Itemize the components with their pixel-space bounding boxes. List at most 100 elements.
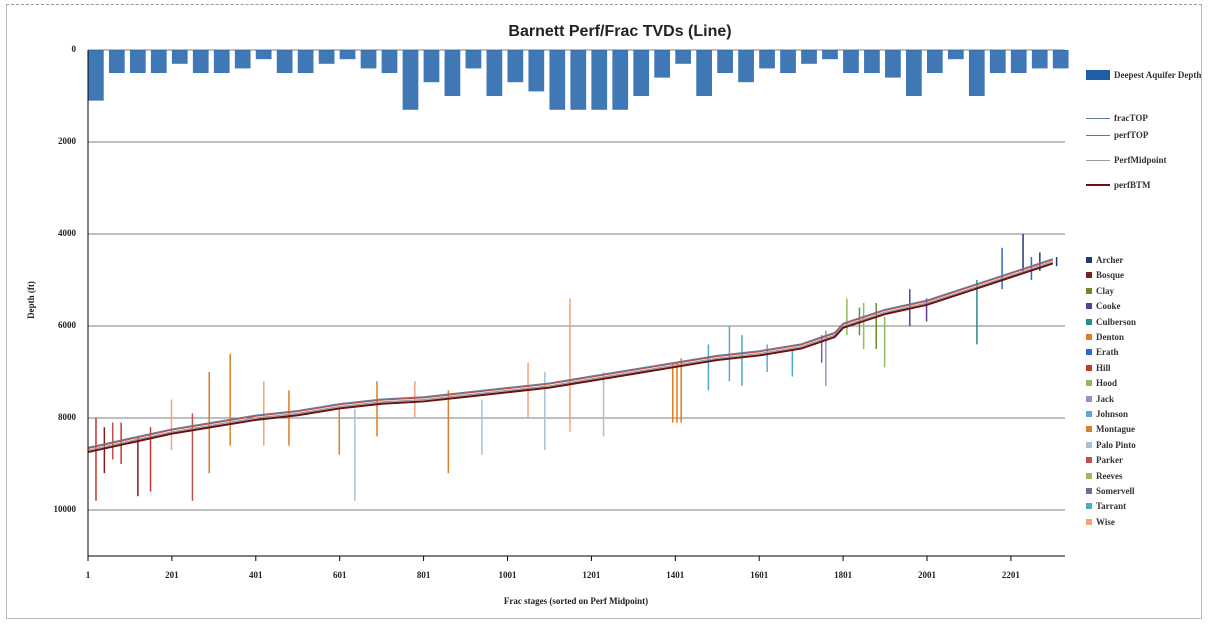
legend-label: Deepest Aquifer Depth	[1114, 70, 1202, 80]
legend-label: perfBTM	[1114, 180, 1151, 190]
aquifer-bar	[192, 50, 209, 73]
aquifer-bar	[171, 50, 188, 64]
legend-item: perfBTM	[1086, 180, 1204, 190]
legend-item: Wise	[1086, 517, 1204, 527]
aquifer-bar	[129, 50, 146, 73]
legend-label: Wise	[1096, 516, 1115, 527]
aquifer-bar	[968, 50, 985, 96]
legend-swatch	[1086, 303, 1092, 310]
legend-swatch	[1086, 503, 1092, 510]
aquifer-bar	[675, 50, 692, 64]
legend-swatch	[1086, 380, 1092, 387]
x-tick-label: 201	[165, 570, 179, 580]
legend-item: Hill	[1086, 363, 1204, 373]
aquifer-bar	[528, 50, 545, 92]
aquifer-bar	[801, 50, 817, 64]
aquifer-bar	[507, 50, 524, 83]
legend-item: Bosque	[1086, 270, 1204, 280]
y-tick-label: 4000	[58, 228, 77, 238]
x-tick-label: 2001	[918, 570, 937, 580]
legend-swatch	[1086, 395, 1092, 402]
legend-swatch	[1086, 518, 1092, 525]
x-tick-label: 1201	[582, 570, 601, 580]
legend-item: fracTOP	[1086, 113, 1204, 123]
x-tick-label: 601	[333, 570, 347, 580]
x-axis-label: Frac stages (sorted on Perf Midpoint)	[504, 596, 648, 606]
aquifer-bar	[381, 50, 398, 73]
legend-swatch	[1086, 318, 1092, 325]
x-tick-label: 1601	[750, 570, 769, 580]
aquifer-bar	[255, 50, 272, 60]
legend-swatch	[1086, 364, 1092, 371]
legend-label: Jack	[1096, 393, 1114, 404]
legend-swatch	[1086, 457, 1092, 464]
legend-label: perfTOP	[1114, 130, 1149, 140]
aquifer-bar	[654, 50, 671, 78]
legend-swatch	[1086, 257, 1092, 263]
legend-item: Johnson	[1086, 409, 1204, 419]
legend-item: Clay	[1086, 286, 1204, 296]
x-tick-label: 2201	[1002, 570, 1021, 580]
legend-label: Montague	[1096, 424, 1135, 435]
legend-swatch	[1086, 488, 1092, 494]
x-tick-label: 801	[417, 570, 431, 580]
y-tick-label: 10000	[54, 504, 77, 514]
aquifer-bar	[885, 50, 901, 78]
legend-item: Hood	[1086, 378, 1204, 388]
legend-swatch	[1086, 287, 1092, 294]
legend-item: Archer	[1086, 255, 1204, 265]
legend-label: Johnson	[1096, 409, 1129, 419]
x-tick-label: 1	[86, 570, 91, 580]
aquifer-bar	[633, 50, 650, 96]
legend-label: Archer	[1096, 255, 1124, 265]
legend-item: Cooke	[1086, 301, 1204, 311]
legend-swatch	[1086, 134, 1110, 136]
legend-item: Palo Pinto	[1086, 440, 1204, 450]
legend-label: Cooke	[1096, 301, 1121, 312]
legend-item: Culberson	[1086, 317, 1204, 327]
legend-item: Tarrant	[1086, 501, 1204, 511]
aquifer-bar	[926, 50, 943, 73]
aquifer-bar	[213, 50, 230, 73]
legend-swatch	[1086, 70, 1110, 80]
legend-swatch	[1086, 334, 1092, 340]
aquifer-bar	[444, 50, 461, 96]
y-tick-label: 8000	[58, 412, 77, 422]
aquifer-bar	[989, 50, 1006, 73]
aquifer-bar	[1010, 50, 1027, 73]
aquifer-bar	[612, 50, 629, 110]
legend-label: PerfMidpoint	[1114, 155, 1167, 165]
aquifer-bar	[339, 50, 356, 60]
aquifer-bar	[570, 50, 587, 110]
legend-label: Erath	[1096, 347, 1119, 358]
series-line	[87, 261, 1054, 451]
legend-swatch	[1086, 349, 1092, 356]
aquifer-bar	[234, 50, 251, 69]
aquifer-bar	[402, 50, 419, 110]
y-tick-label: 2000	[58, 136, 77, 146]
x-tick-label: 1401	[666, 570, 685, 580]
legend-item: Jack	[1086, 394, 1204, 404]
aquifer-bar	[591, 50, 608, 110]
aquifer-bar	[780, 50, 796, 73]
aquifer-bar	[549, 50, 566, 110]
x-tick-label: 1801	[834, 570, 853, 580]
legend-label: Bosque	[1096, 270, 1125, 281]
aquifer-bar	[906, 50, 922, 96]
legend-item: Parker	[1086, 455, 1204, 465]
legend-label: Palo Pinto	[1096, 439, 1136, 450]
aquifer-bar	[696, 50, 712, 96]
aquifer-bar	[486, 50, 503, 96]
aquifer-bar	[318, 50, 335, 64]
aquifer-bar	[276, 50, 293, 73]
legend-swatch	[1086, 472, 1092, 479]
legend-item: perfTOP	[1086, 130, 1204, 140]
legend-label: Parker	[1096, 455, 1123, 466]
aquifer-bar	[150, 50, 167, 73]
aquifer-bar	[759, 50, 775, 69]
plot	[87, 50, 1069, 501]
legend-swatch	[1086, 411, 1092, 417]
legend-label: Clay	[1096, 285, 1114, 296]
